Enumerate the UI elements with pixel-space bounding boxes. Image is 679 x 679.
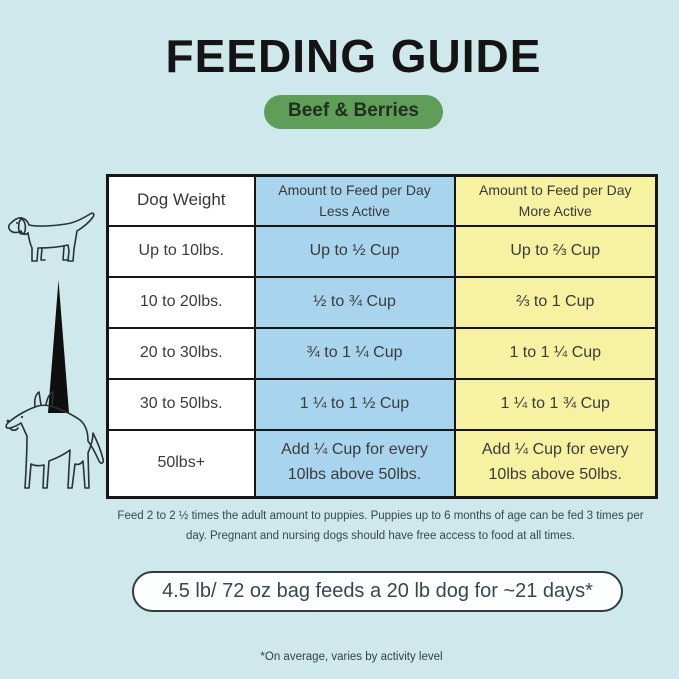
less-active-cell: ½ to ¾ Cup	[253, 275, 456, 329]
table-row: 10 to 20lbs. ½ to ¾ Cup ⅔ to 1 Cup	[106, 275, 658, 329]
table-header-row: Dog Weight Amount to Feed per Day Less A…	[106, 174, 658, 227]
weight-cell: Up to 10lbs.	[106, 224, 256, 278]
more-active-cell: Up to ⅔ Cup	[453, 224, 658, 278]
activity-footnote: *On average, varies by activity level	[260, 651, 443, 663]
more-active-cell: ⅔ to 1 Cup	[453, 275, 658, 329]
table-row: 20 to 30lbs. ¾ to 1 ¼ Cup 1 to 1 ¼ Cup	[106, 326, 658, 380]
page-title: FEEDING GUIDE	[165, 30, 542, 82]
bag-yield-pill: 4.5 lb/ 72 oz bag feeds a 20 lb dog for …	[132, 571, 623, 612]
flavor-badge: Beef & Berries	[264, 95, 443, 129]
less-active-cell: Up to ½ Cup	[253, 224, 456, 278]
column-header-label: Amount to Feed per Day	[478, 182, 632, 199]
weight-cell: 30 to 50lbs.	[106, 377, 256, 431]
more-active-cell: 1 ¼ to 1 ¾ Cup	[453, 377, 658, 431]
feeding-guide-table: Dog Weight Amount to Feed per Day Less A…	[106, 174, 658, 499]
table-row: Up to 10lbs. Up to ½ Cup Up to ⅔ Cup	[106, 224, 658, 278]
table-row: 30 to 50lbs. 1 ¼ to 1 ½ Cup 1 ¼ to 1 ¾ C…	[106, 377, 658, 431]
less-active-cell: 1 ¼ to 1 ½ Cup	[253, 377, 456, 431]
column-header-more-active: Amount to Feed per Day More Active	[453, 174, 658, 227]
weight-cell: 20 to 30lbs.	[106, 326, 256, 380]
great-dane-icon	[5, 391, 104, 489]
table-row: 50lbs+ Add ¼ Cup for every 10lbs above 5…	[106, 428, 658, 499]
flavor-badge-row: Beef & Berries	[0, 95, 679, 129]
column-header-label: Dog Weight	[136, 190, 226, 210]
dachshund-icon	[7, 212, 95, 262]
column-header-dog-weight: Dog Weight	[106, 174, 256, 227]
column-header-sublabel: More Active	[518, 202, 592, 219]
weight-cell: 10 to 20lbs.	[106, 275, 256, 329]
weight-cell: 50lbs+	[106, 428, 256, 499]
more-active-cell: 1 to 1 ¼ Cup	[453, 326, 658, 380]
puppy-feeding-note: Feed 2 to 2 ½ times the adult amount to …	[117, 510, 644, 542]
more-active-cell: Add ¼ Cup for every 10lbs above 50lbs.	[453, 428, 658, 499]
column-header-less-active: Amount to Feed per Day Less Active	[253, 174, 456, 227]
less-active-cell: Add ¼ Cup for every 10lbs above 50lbs.	[253, 428, 456, 499]
column-header-label: Amount to Feed per Day	[278, 182, 431, 199]
less-active-cell: ¾ to 1 ¼ Cup	[253, 326, 456, 380]
column-header-sublabel: Less Active	[319, 202, 390, 219]
